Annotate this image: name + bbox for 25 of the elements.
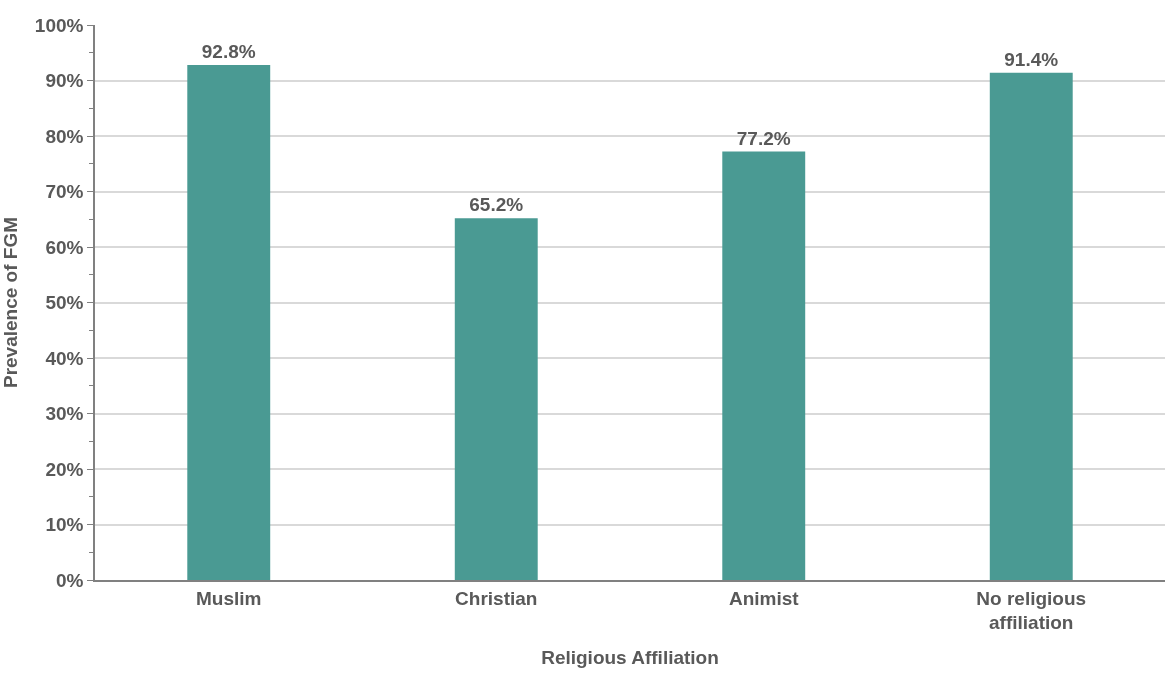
y-tick-label: 20% bbox=[45, 458, 84, 480]
bar bbox=[187, 64, 271, 580]
y-axis-title: Prevalence of FGM bbox=[0, 216, 22, 389]
data-label: 91.4% bbox=[1004, 48, 1059, 70]
data-label: 92.8% bbox=[201, 40, 256, 62]
x-tick-label: Christian bbox=[455, 587, 538, 609]
y-tick-label: 30% bbox=[45, 403, 84, 425]
bar bbox=[722, 151, 806, 580]
data-label: 77.2% bbox=[736, 127, 791, 149]
x-tick-label: Muslim bbox=[196, 587, 262, 609]
x-tick-label: No religious affiliation bbox=[976, 587, 1087, 634]
x-tick-label: Animist bbox=[728, 587, 800, 609]
y-tick-label: 50% bbox=[45, 292, 84, 314]
y-tick-label: 80% bbox=[45, 125, 84, 147]
bar bbox=[454, 218, 538, 580]
y-tick-label: 60% bbox=[45, 236, 84, 258]
bar bbox=[989, 72, 1073, 580]
x-axis-title: Religious Affiliation bbox=[541, 646, 719, 668]
y-tick-label: 90% bbox=[45, 70, 84, 92]
data-label: 65.2% bbox=[469, 194, 524, 216]
y-tick-label: 40% bbox=[45, 347, 84, 369]
y-tick-label: 100% bbox=[34, 14, 84, 36]
y-tick-label: 0% bbox=[55, 569, 84, 591]
y-tick-label: 10% bbox=[45, 514, 84, 536]
y-tick-label: 70% bbox=[45, 181, 84, 203]
